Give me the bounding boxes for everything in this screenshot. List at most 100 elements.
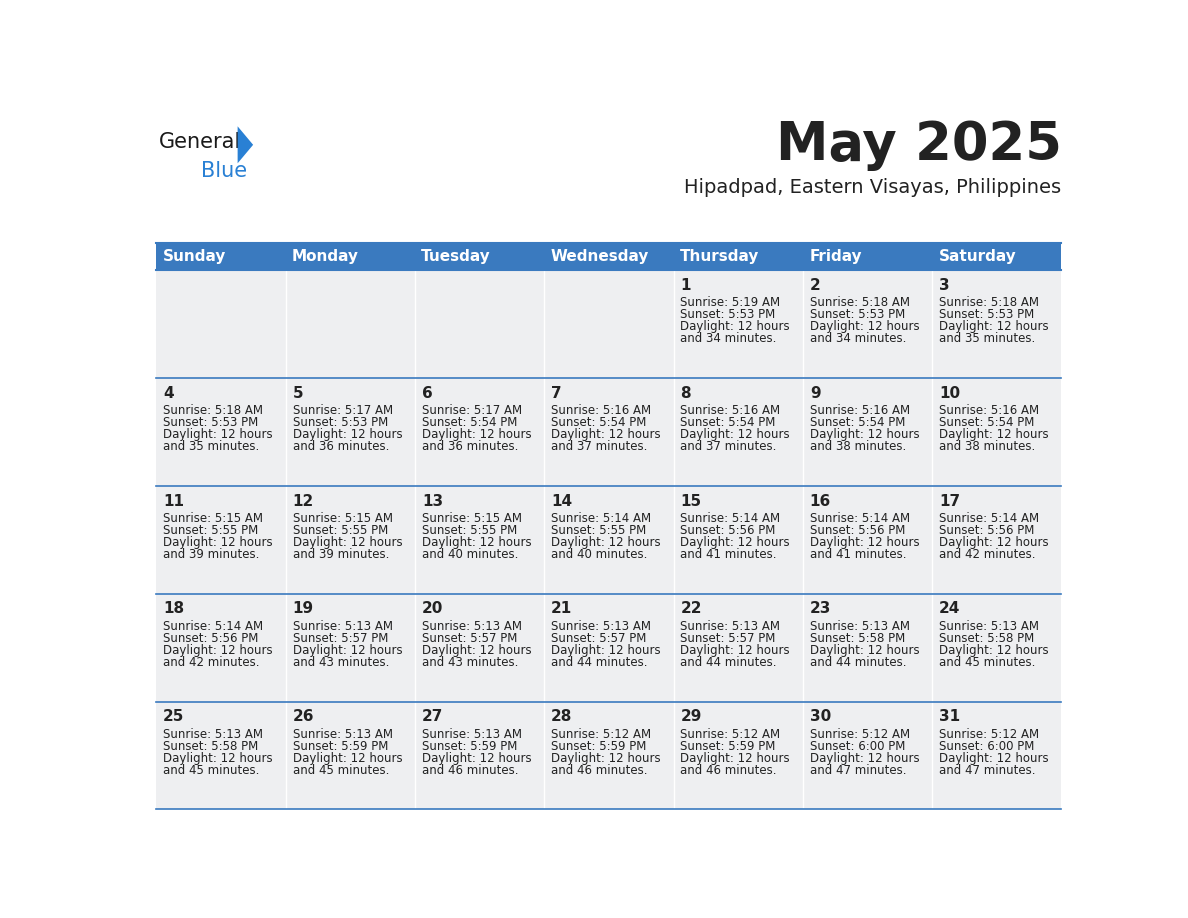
Bar (674, 486, 803, 594)
Text: Sunset: 5:53 PM: Sunset: 5:53 PM (810, 308, 905, 321)
Text: and 36 minutes.: and 36 minutes. (422, 440, 518, 453)
Text: Sunset: 5:55 PM: Sunset: 5:55 PM (551, 524, 646, 537)
Text: 17: 17 (939, 494, 960, 509)
Text: Daylight: 12 hours: Daylight: 12 hours (551, 536, 661, 549)
Text: and 45 minutes.: and 45 minutes. (292, 764, 388, 777)
Text: and 39 minutes.: and 39 minutes. (163, 548, 260, 561)
Text: Sunrise: 5:12 AM: Sunrise: 5:12 AM (681, 728, 781, 741)
Bar (933, 701, 1061, 810)
Text: Daylight: 12 hours: Daylight: 12 hours (422, 428, 531, 442)
Text: Sunset: 5:59 PM: Sunset: 5:59 PM (681, 740, 776, 753)
Text: Sunset: 5:56 PM: Sunset: 5:56 PM (163, 632, 259, 644)
Text: 8: 8 (681, 386, 691, 401)
Text: Sunrise: 5:13 AM: Sunrise: 5:13 AM (551, 620, 651, 633)
Bar (415, 594, 544, 701)
Bar (157, 378, 285, 486)
Text: Sunset: 5:57 PM: Sunset: 5:57 PM (422, 632, 517, 644)
Text: Daylight: 12 hours: Daylight: 12 hours (163, 644, 273, 656)
Bar (544, 701, 674, 810)
Text: Blue: Blue (201, 161, 247, 181)
Text: and 47 minutes.: and 47 minutes. (939, 764, 1036, 777)
Bar (674, 701, 803, 810)
Text: Sunset: 5:59 PM: Sunset: 5:59 PM (292, 740, 388, 753)
Text: 13: 13 (422, 494, 443, 509)
Text: Daylight: 12 hours: Daylight: 12 hours (292, 536, 403, 549)
Bar (415, 270, 544, 378)
Bar (415, 486, 544, 594)
Text: Sunset: 5:58 PM: Sunset: 5:58 PM (810, 632, 905, 644)
Text: Sunrise: 5:13 AM: Sunrise: 5:13 AM (292, 620, 392, 633)
Text: Sunrise: 5:13 AM: Sunrise: 5:13 AM (681, 620, 781, 633)
Text: and 39 minutes.: and 39 minutes. (292, 548, 388, 561)
Text: Daylight: 12 hours: Daylight: 12 hours (422, 536, 531, 549)
Text: Sunrise: 5:13 AM: Sunrise: 5:13 AM (939, 620, 1040, 633)
Bar (157, 594, 285, 701)
Text: Sunrise: 5:18 AM: Sunrise: 5:18 AM (163, 404, 264, 418)
Text: 1: 1 (681, 278, 691, 293)
Text: Daylight: 12 hours: Daylight: 12 hours (551, 752, 661, 765)
Text: 28: 28 (551, 710, 573, 724)
Text: and 44 minutes.: and 44 minutes. (810, 655, 906, 668)
Text: Tuesday: Tuesday (422, 249, 491, 264)
Text: 27: 27 (422, 710, 443, 724)
Text: Sunrise: 5:13 AM: Sunrise: 5:13 AM (422, 728, 522, 741)
Text: 26: 26 (292, 710, 314, 724)
Text: Sunset: 5:56 PM: Sunset: 5:56 PM (681, 524, 776, 537)
Text: Daylight: 12 hours: Daylight: 12 hours (681, 752, 790, 765)
Text: 31: 31 (939, 710, 960, 724)
Text: Daylight: 12 hours: Daylight: 12 hours (810, 752, 920, 765)
Text: 15: 15 (681, 494, 702, 509)
Bar (157, 270, 285, 378)
Bar (157, 486, 285, 594)
Text: Sunset: 5:58 PM: Sunset: 5:58 PM (939, 632, 1035, 644)
Text: Saturday: Saturday (939, 249, 1017, 264)
Text: Daylight: 12 hours: Daylight: 12 hours (292, 428, 403, 442)
Text: Sunset: 5:58 PM: Sunset: 5:58 PM (163, 740, 259, 753)
Text: Sunrise: 5:13 AM: Sunrise: 5:13 AM (292, 728, 392, 741)
Text: and 46 minutes.: and 46 minutes. (422, 764, 518, 777)
Bar (803, 270, 933, 378)
Text: Sunset: 5:55 PM: Sunset: 5:55 PM (422, 524, 517, 537)
Text: and 38 minutes.: and 38 minutes. (810, 440, 906, 453)
Text: and 41 minutes.: and 41 minutes. (681, 548, 777, 561)
Text: Daylight: 12 hours: Daylight: 12 hours (939, 644, 1049, 656)
Text: Hipadpad, Eastern Visayas, Philippines: Hipadpad, Eastern Visayas, Philippines (684, 178, 1061, 197)
Text: 16: 16 (810, 494, 832, 509)
Text: Daylight: 12 hours: Daylight: 12 hours (939, 320, 1049, 333)
Text: Sunrise: 5:17 AM: Sunrise: 5:17 AM (292, 404, 393, 418)
Text: Sunrise: 5:12 AM: Sunrise: 5:12 AM (810, 728, 910, 741)
Text: Sunset: 6:00 PM: Sunset: 6:00 PM (939, 740, 1035, 753)
Text: and 40 minutes.: and 40 minutes. (422, 548, 518, 561)
Text: Daylight: 12 hours: Daylight: 12 hours (422, 644, 531, 656)
Text: Sunset: 5:57 PM: Sunset: 5:57 PM (681, 632, 776, 644)
Bar (933, 378, 1061, 486)
Text: Sunrise: 5:15 AM: Sunrise: 5:15 AM (422, 512, 522, 525)
Text: Sunrise: 5:14 AM: Sunrise: 5:14 AM (939, 512, 1040, 525)
Bar (674, 594, 803, 701)
Text: Friday: Friday (809, 249, 862, 264)
Text: Sunrise: 5:16 AM: Sunrise: 5:16 AM (551, 404, 651, 418)
Text: Sunset: 5:54 PM: Sunset: 5:54 PM (422, 416, 517, 430)
Text: Sunrise: 5:18 AM: Sunrise: 5:18 AM (810, 297, 910, 309)
Text: Sunset: 5:54 PM: Sunset: 5:54 PM (551, 416, 646, 430)
Text: Sunrise: 5:14 AM: Sunrise: 5:14 AM (810, 512, 910, 525)
Text: Sunrise: 5:13 AM: Sunrise: 5:13 AM (810, 620, 910, 633)
Text: 7: 7 (551, 386, 562, 401)
Text: Daylight: 12 hours: Daylight: 12 hours (939, 536, 1049, 549)
Bar (803, 378, 933, 486)
Text: Sunrise: 5:17 AM: Sunrise: 5:17 AM (422, 404, 522, 418)
Text: Sunset: 5:53 PM: Sunset: 5:53 PM (681, 308, 776, 321)
Text: and 34 minutes.: and 34 minutes. (681, 332, 777, 345)
Text: Sunrise: 5:19 AM: Sunrise: 5:19 AM (681, 297, 781, 309)
Text: 22: 22 (681, 601, 702, 616)
Text: 2: 2 (810, 278, 821, 293)
Text: Daylight: 12 hours: Daylight: 12 hours (810, 320, 920, 333)
Text: and 44 minutes.: and 44 minutes. (681, 655, 777, 668)
Text: Thursday: Thursday (680, 249, 759, 264)
Text: 11: 11 (163, 494, 184, 509)
Text: and 36 minutes.: and 36 minutes. (292, 440, 388, 453)
Text: Sunrise: 5:18 AM: Sunrise: 5:18 AM (939, 297, 1040, 309)
Text: Sunset: 5:57 PM: Sunset: 5:57 PM (551, 632, 646, 644)
Text: 4: 4 (163, 386, 173, 401)
Polygon shape (238, 127, 253, 163)
